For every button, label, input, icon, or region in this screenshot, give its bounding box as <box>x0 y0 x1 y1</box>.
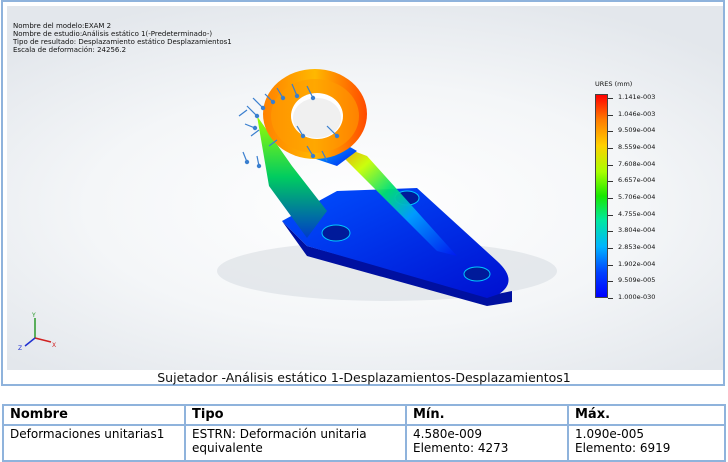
graphics-viewport[interactable]: Y X Z <box>7 6 723 370</box>
legend-tick-mark <box>608 264 613 266</box>
model-name: Nombre del modelo:EXAM 2 <box>13 22 112 30</box>
result-frame: Y X Z Nombre del modelo:EXAM 2 Nombre de… <box>1 0 725 386</box>
legend-tick-label: 2.853e-004 <box>618 243 656 251</box>
result-type: Tipo de resultado: Desplazamiento estáti… <box>13 38 232 46</box>
table-row: Deformaciones unitarias1 ESTRN: Deformac… <box>2 424 726 462</box>
legend-tick-label: 4.755e-004 <box>618 209 656 218</box>
col-header-name: Nombre <box>2 404 186 426</box>
deformation-scale: Escala de deformación: 24256.2 <box>13 46 127 54</box>
legend-tick-label: 1.141e-003 <box>618 93 656 101</box>
study-name: Nombre de estudio:Análisis estático 1(-P… <box>13 30 213 38</box>
legend-tick-mark <box>608 164 613 166</box>
cell-max: 1.090e-005 Elemento: 6919 <box>567 424 726 462</box>
legend-title: URES (mm) <box>595 80 633 88</box>
min-element: Elemento: 4273 <box>413 441 509 455</box>
legend-tick-label: 6.657e-004 <box>618 176 656 185</box>
max-value: 1.090e-005 <box>575 427 644 441</box>
legend-tick-label: 5.706e-004 <box>618 193 656 201</box>
col-header-type: Tipo <box>184 404 407 426</box>
cell-name: Deformaciones unitarias1 <box>2 424 186 462</box>
results-table: Nombre Tipo Mín. Máx. Deformaciones unit… <box>2 404 726 462</box>
col-header-max: Máx. <box>567 404 726 426</box>
legend-tick-label: 8.559e-004 <box>618 143 656 151</box>
legend-tick-mark <box>608 231 613 233</box>
legend-tick-label: 9.509e-005 <box>618 276 656 285</box>
table-header-row: Nombre Tipo Mín. Máx. <box>2 404 726 426</box>
plot-caption: Sujetador -Análisis estático 1-Desplazam… <box>157 370 571 385</box>
axis-triad: Y X Z <box>18 312 56 352</box>
legend-tick-mark <box>608 131 613 133</box>
legend-tick-mark <box>608 281 613 283</box>
part-model <box>217 69 557 306</box>
col-header-min: Mín. <box>405 404 569 426</box>
legend-tick-label: 1.000e-030 <box>618 293 656 301</box>
legend-tick-label: 1.046e-003 <box>618 109 656 118</box>
legend-tick-label: 3.804e-004 <box>618 226 656 235</box>
legend-tick-mark <box>608 148 613 149</box>
legend-tick-mark <box>608 198 613 199</box>
legend-tick-mark <box>608 114 613 116</box>
legend-tick-label: 9.509e-004 <box>618 126 656 135</box>
legend-color-bar <box>595 94 608 298</box>
cell-type: ESTRN: Deformación unitaria equivalente <box>184 424 407 462</box>
legend-tick-label: 7.608e-004 <box>618 159 656 168</box>
cell-min: 4.580e-009 Elemento: 4273 <box>405 424 569 462</box>
load-arrows <box>238 83 340 169</box>
legend-tick-mark <box>608 181 613 183</box>
legend-tick-mark <box>608 248 613 249</box>
legend-tick-mark <box>608 98 613 99</box>
triad-y-label: Y <box>31 312 36 319</box>
study-info: Nombre del modelo:EXAM 2 Nombre de estud… <box>13 22 232 54</box>
legend-tick-label: 1.902e-004 <box>618 259 656 268</box>
max-element: Elemento: 6919 <box>575 441 671 455</box>
triad-x-label: X <box>52 342 56 349</box>
legend-tick-mark <box>608 298 613 299</box>
triad-z-label: Z <box>18 345 22 352</box>
legend-tick-mark <box>608 214 613 216</box>
min-value: 4.580e-009 <box>413 427 482 441</box>
